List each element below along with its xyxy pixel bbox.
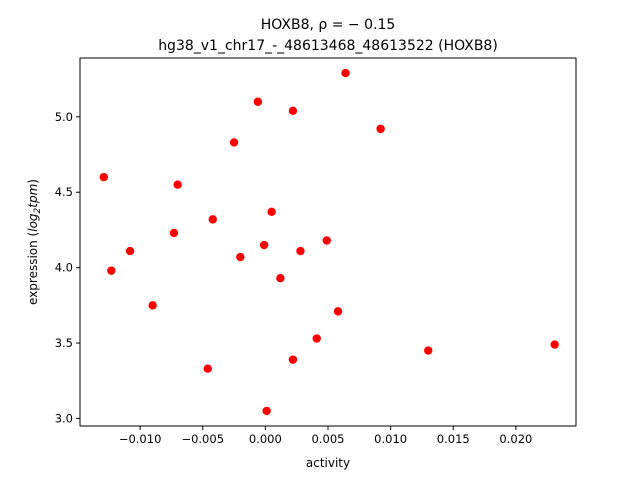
data-point xyxy=(203,364,212,373)
chart-title-line-1: HOXB8, ρ = − 0.15 xyxy=(261,17,396,33)
data-point xyxy=(333,307,343,316)
data-point xyxy=(148,301,157,310)
data-point xyxy=(236,252,245,262)
y-axis-label-tpm: tpm xyxy=(26,184,40,208)
data-point xyxy=(99,172,108,182)
data-point xyxy=(125,246,135,256)
x-tick-label: 0.000 xyxy=(249,432,282,446)
x-tick-label: −0.010 xyxy=(119,432,162,446)
x-tick-label: −0.005 xyxy=(181,432,224,446)
data-point xyxy=(288,106,298,115)
data-point xyxy=(259,240,269,250)
y-axis-label-suffix: ) xyxy=(26,179,40,184)
x-tick-label: 0.020 xyxy=(499,432,532,446)
y-axis-label: expression (log2tpm) xyxy=(26,179,43,305)
y-tick-label: 4.5 xyxy=(55,185,73,199)
data-point xyxy=(288,355,298,364)
data-point xyxy=(262,406,271,416)
data-point xyxy=(229,138,239,147)
data-point xyxy=(312,334,321,343)
y-tick-label: 4.0 xyxy=(55,261,73,275)
data-point xyxy=(173,180,182,189)
plot-frame xyxy=(79,57,577,427)
data-point xyxy=(550,340,559,349)
y-tick-label: 3.5 xyxy=(55,336,73,350)
data-point xyxy=(341,68,350,78)
y-tick-label: 3.0 xyxy=(55,411,73,425)
data-point xyxy=(107,266,116,275)
y-axis-label-subscript: 2 xyxy=(33,207,43,213)
chart-title-line-2: hg38_v1_chr17_-_48613468_48613522 (HOXB8… xyxy=(158,38,498,54)
data-point xyxy=(296,246,305,256)
data-point xyxy=(322,236,331,245)
data-point xyxy=(253,97,263,106)
y-axis-label-log: log xyxy=(26,213,40,232)
data-points xyxy=(99,68,559,416)
y-axis-label-prefix: expression ( xyxy=(26,232,40,305)
data-point xyxy=(169,228,179,238)
x-tick-label: 0.010 xyxy=(374,432,407,446)
data-point xyxy=(208,215,217,224)
data-point xyxy=(267,207,276,217)
data-point xyxy=(276,273,285,283)
data-point xyxy=(376,124,385,134)
data-point xyxy=(424,346,433,355)
x-axis-label: activity xyxy=(306,456,350,470)
x-tick-label: 0.015 xyxy=(437,432,470,446)
x-tick-label: 0.005 xyxy=(312,432,345,446)
y-tick-label: 5.0 xyxy=(55,110,73,124)
ticks-layer: −0.010 −0.005 0.000 0.005 0.010 0.015 0.020 3.0… xyxy=(55,110,533,446)
